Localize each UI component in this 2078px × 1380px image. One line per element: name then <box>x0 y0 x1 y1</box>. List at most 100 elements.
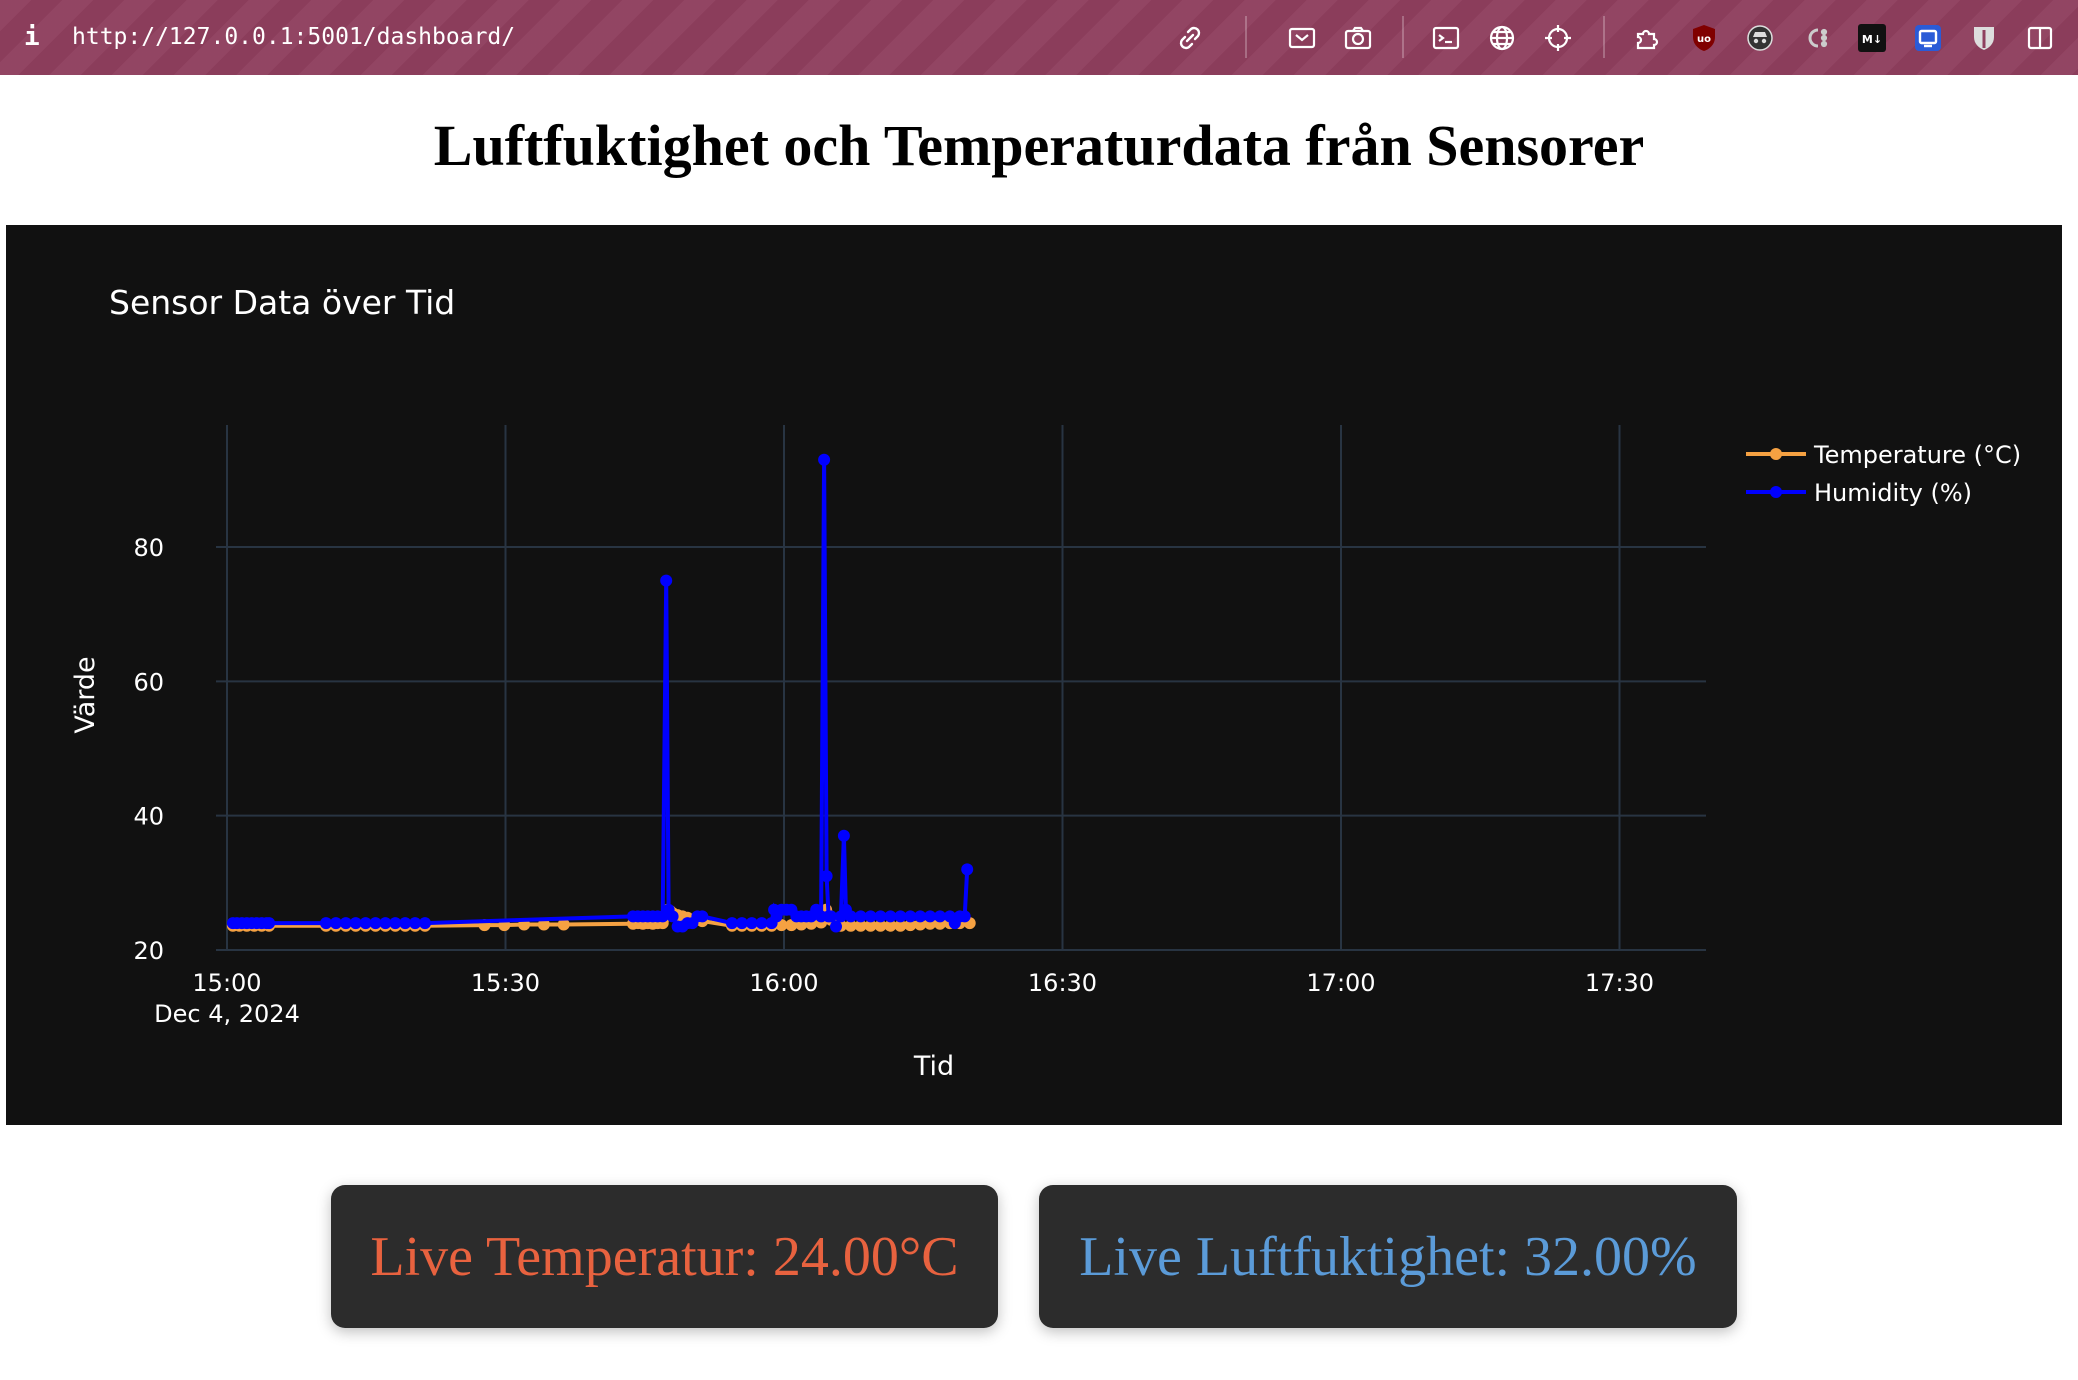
legend-label: Temperature (°C) <box>1813 441 2021 469</box>
chart-series[interactable] <box>226 453 976 933</box>
data-point[interactable] <box>934 910 946 923</box>
spy-icon[interactable] <box>1738 16 1782 60</box>
browser-toolbar: i http://127.0.0.1:5001/dashboard/ uo M↓ <box>0 0 2078 75</box>
data-point[interactable] <box>894 919 907 932</box>
data-point[interactable] <box>329 917 342 930</box>
y-tick-label: 60 <box>133 668 164 696</box>
data-point[interactable] <box>864 910 877 923</box>
ublock-icon[interactable]: uo <box>1682 16 1726 60</box>
data-point[interactable] <box>660 574 673 587</box>
data-point[interactable] <box>830 920 842 933</box>
data-point[interactable] <box>914 910 927 923</box>
page-title: Luftfuktighet och Temperaturdata från Se… <box>433 113 1645 178</box>
terminal-icon[interactable] <box>1424 16 1468 60</box>
data-point[interactable] <box>349 917 362 930</box>
data-point[interactable] <box>409 917 422 930</box>
data-point[interactable] <box>666 910 679 923</box>
y-axis-ticks: 20 40 60 80 <box>133 534 164 965</box>
data-point[interactable] <box>775 919 788 932</box>
live-temperature-card: Live Temperatur: 24.00°C <box>331 1185 998 1328</box>
legend-item-temperature[interactable]: Temperature (°C) <box>1746 441 2021 469</box>
data-point[interactable] <box>864 919 877 932</box>
screen-icon[interactable] <box>1906 16 1950 60</box>
camera-icon[interactable] <box>1336 16 1380 60</box>
data-point[interactable] <box>557 918 570 931</box>
data-point[interactable] <box>884 910 897 923</box>
data-point[interactable] <box>745 917 758 930</box>
data-point[interactable] <box>755 917 768 930</box>
x-tick-label: 17:00 <box>1306 969 1375 997</box>
data-point[interactable] <box>894 910 907 923</box>
link-icon[interactable] <box>1168 16 1212 60</box>
legend-swatch-marker <box>1770 486 1782 498</box>
data-point[interactable] <box>537 918 550 931</box>
series-line <box>232 459 970 932</box>
legend-item-humidity[interactable]: Humidity (%) <box>1746 479 1972 507</box>
data-point[interactable] <box>735 917 748 930</box>
y-tick-label: 20 <box>133 937 164 965</box>
live-humidity-value: Live Luftfuktighet: 32.00% <box>1079 1225 1697 1288</box>
toolbar-separator <box>1402 16 1404 58</box>
data-point[interactable] <box>844 919 857 932</box>
live-temperature-value: Live Temperatur: 24.00°C <box>370 1225 959 1288</box>
data-point[interactable] <box>379 917 392 930</box>
data-point[interactable] <box>958 910 971 923</box>
y-tick-label: 80 <box>133 534 164 562</box>
legend-label: Humidity (%) <box>1814 479 1972 507</box>
markdown-icon[interactable]: M↓ <box>1850 16 1894 60</box>
live-humidity-card: Live Luftfuktighet: 32.00% <box>1039 1185 1737 1328</box>
x-tick-label: 15:00 <box>192 969 261 997</box>
sensor-chart[interactable]: Sensor Data över Tid 15:00 15:30 16:00 16:3… <box>6 225 2062 1125</box>
shield-icon[interactable] <box>1962 16 2006 60</box>
svg-text:M↓: M↓ <box>1862 33 1882 46</box>
x-tick-date: Dec 4, 2024 <box>154 1000 300 1028</box>
screenshot-icon[interactable] <box>1280 16 1324 60</box>
data-point[interactable] <box>359 917 372 930</box>
data-point[interactable] <box>924 910 937 923</box>
x-axis-label: Tid <box>913 1051 954 1082</box>
address-bar[interactable]: http://127.0.0.1:5001/dashboard/ <box>72 24 516 50</box>
data-point[interactable] <box>320 917 332 930</box>
data-point[interactable] <box>785 919 798 932</box>
data-point[interactable] <box>884 919 897 932</box>
data-point[interactable] <box>369 917 382 930</box>
chart-svg[interactable]: Sensor Data över Tid 15:00 15:30 16:00 16:3… <box>6 225 2062 1125</box>
x-tick-label: 16:30 <box>1028 969 1097 997</box>
site-info-icon[interactable]: i <box>24 22 40 52</box>
data-point[interactable] <box>339 917 352 930</box>
globe-icon[interactable] <box>1480 16 1524 60</box>
clipboard-icon[interactable] <box>1794 16 1838 60</box>
data-point[interactable] <box>904 919 917 932</box>
toolbar-separator <box>1245 16 1247 58</box>
sidebar-icon[interactable] <box>2018 16 2062 60</box>
legend-swatch-marker <box>1770 448 1782 460</box>
data-point[interactable] <box>726 917 738 930</box>
data-point[interactable] <box>961 863 974 876</box>
puzzle-icon[interactable] <box>1626 16 1670 60</box>
data-point[interactable] <box>844 910 857 923</box>
data-point[interactable] <box>263 917 276 930</box>
x-tick-label: 15:30 <box>471 969 540 997</box>
humidity-series[interactable] <box>226 453 974 933</box>
data-point[interactable] <box>874 910 887 923</box>
data-point[interactable] <box>904 910 917 923</box>
data-point[interactable] <box>854 910 867 923</box>
toolbar-separator <box>1603 16 1605 58</box>
data-point[interactable] <box>837 829 850 842</box>
crosshair-icon[interactable] <box>1536 16 1580 60</box>
data-point[interactable] <box>874 919 887 932</box>
y-axis-label: Värde <box>70 656 101 733</box>
data-point[interactable] <box>854 919 867 932</box>
data-point[interactable] <box>818 453 831 466</box>
data-point[interactable] <box>696 910 709 923</box>
chart-legend[interactable]: Temperature (°C) Humidity (%) <box>1746 441 2021 507</box>
data-point[interactable] <box>825 910 837 923</box>
chart-title: Sensor Data över Tid <box>109 283 455 322</box>
data-point[interactable] <box>419 917 431 930</box>
data-point[interactable] <box>820 870 833 883</box>
data-point[interactable] <box>399 917 412 930</box>
data-point[interactable] <box>389 917 402 930</box>
svg-text:uo: uo <box>1697 34 1711 45</box>
x-axis-ticks: 15:00 15:30 16:00 16:30 17:00 17:30 Dec 4, 202… <box>154 969 1654 1028</box>
chart-gridlines <box>216 425 1706 951</box>
